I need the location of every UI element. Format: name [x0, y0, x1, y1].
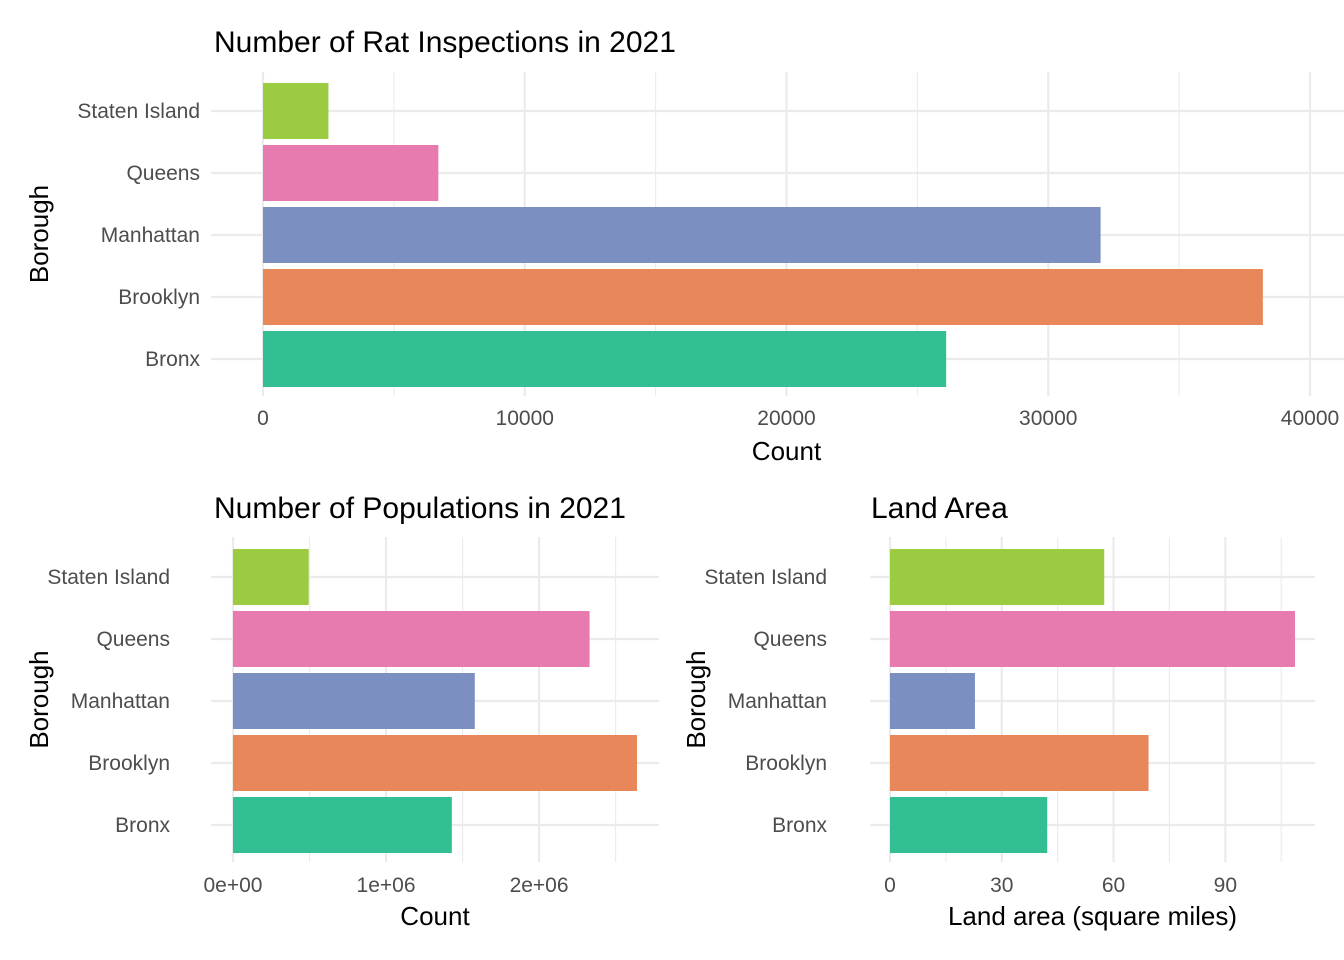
y-tick-label: Bronx: [772, 814, 827, 837]
bar-bronx: [263, 331, 947, 387]
y-tick-label: Manhattan: [728, 690, 827, 713]
chart-title: Number of Populations in 2021: [214, 492, 626, 525]
x-tick-label: 0: [257, 407, 269, 430]
y-tick-label: Bronx: [145, 348, 200, 371]
y-axis-title: Borough: [24, 650, 54, 748]
y-tick-label: Brooklyn: [745, 752, 827, 775]
x-tick-label: 10000: [496, 407, 554, 430]
bar-queens: [263, 145, 439, 201]
bar-staten-island: [263, 83, 329, 139]
y-tick-label: Staten Island: [77, 100, 200, 123]
chart-panel-2: Bronx Brooklyn Manhattan Queens Staten Islan…: [24, 492, 659, 931]
x-tick-label: 30000: [1019, 407, 1077, 430]
bar-staten-island: [890, 549, 1105, 605]
bar-bronx: [233, 797, 452, 853]
x-tick-label: 1e+06: [357, 874, 416, 897]
x-tick-label: 40000: [1281, 407, 1339, 430]
bar-staten-island: [233, 549, 309, 605]
y-tick-label: Manhattan: [71, 690, 170, 713]
chart-panel-3: Bronx Brooklyn Manhattan Queens Staten Islan…: [681, 492, 1315, 931]
bar-brooklyn: [233, 735, 637, 791]
y-tick-label: Queens: [753, 628, 827, 651]
bar-brooklyn: [890, 735, 1149, 791]
y-tick-label: Staten Island: [47, 566, 170, 589]
y-tick-label: Queens: [96, 628, 170, 651]
chart-panel-1: Bronx Brooklyn Manhattan Queens Staten Islan…: [24, 26, 1344, 466]
y-tick-label: Brooklyn: [118, 286, 200, 309]
chart-title: Number of Rat Inspections in 2021: [214, 26, 676, 59]
bar-manhattan: [890, 673, 975, 729]
bar-brooklyn: [263, 269, 1263, 325]
y-tick-label: Manhattan: [101, 224, 200, 247]
x-tick-label: 90: [1214, 874, 1237, 897]
x-tick-label: 60: [1102, 874, 1125, 897]
bar-queens: [233, 611, 590, 667]
bar-bronx: [890, 797, 1048, 853]
x-tick-label: 0: [884, 874, 896, 897]
x-tick-label: 0e+00: [204, 874, 263, 897]
chart-title: Land Area: [871, 492, 1008, 525]
x-axis-title: Count: [752, 436, 822, 466]
x-axis-title: Land area (square miles): [948, 901, 1237, 931]
x-tick-label: 30: [990, 874, 1013, 897]
x-tick-label: 20000: [757, 407, 815, 430]
y-axis-title: Borough: [24, 185, 54, 283]
x-tick-label: 2e+06: [510, 874, 569, 897]
bar-manhattan: [263, 207, 1101, 263]
y-tick-label: Bronx: [115, 814, 170, 837]
y-axis-title: Borough: [681, 650, 711, 748]
x-axis-title: Count: [400, 901, 470, 931]
y-tick-label: Queens: [126, 162, 200, 185]
y-tick-label: Brooklyn: [88, 752, 170, 775]
bar-queens: [890, 611, 1295, 667]
y-tick-label: Staten Island: [704, 566, 827, 589]
bar-manhattan: [233, 673, 475, 729]
